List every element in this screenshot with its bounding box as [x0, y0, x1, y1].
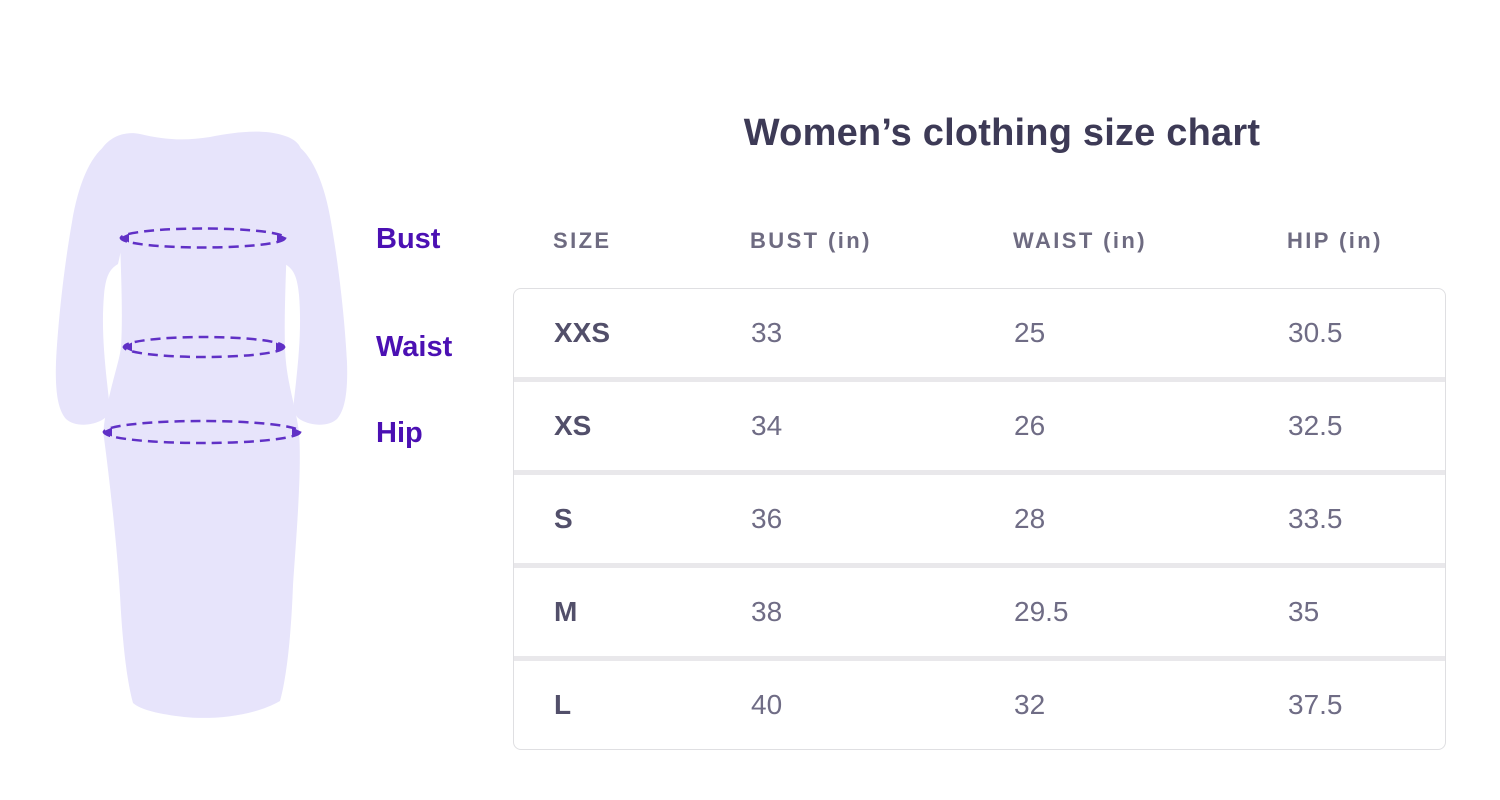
table-row-xxs: XXS 33 25 30.5: [514, 289, 1445, 377]
size-table-header: SIZE BUST (in) WAIST (in) HIP (in): [513, 219, 1446, 263]
hip-cell: 37.5: [1288, 689, 1343, 720]
bust-cell: 40: [751, 689, 783, 720]
measure-label-bust: Bust: [376, 223, 441, 255]
hip-arrow-right-icon: [292, 427, 302, 437]
table-row-xs: XS 34 26 32.5: [514, 377, 1445, 470]
header-col-bust: BUST (in): [750, 228, 872, 253]
waist-arrow-left-icon: [122, 342, 132, 352]
bust-arrow-left-icon: [119, 233, 129, 243]
size-cell: S: [554, 503, 573, 534]
bust-cell: 36: [751, 503, 783, 534]
table-row-s: S 36 28 33.5: [514, 470, 1445, 563]
page-title: Women’s clothing size chart: [743, 112, 1261, 154]
bust-cell: 38: [751, 596, 783, 627]
waist-cell: 26: [1014, 410, 1046, 441]
table-row-m: M 38 29.5 35: [514, 563, 1445, 656]
hip-cell: 35: [1288, 596, 1320, 627]
dress-right-sleeve: [273, 144, 348, 425]
size-cell: M: [554, 596, 578, 627]
dress-body: [101, 131, 302, 718]
size-cell: XS: [554, 410, 592, 441]
waist-cell: 25: [1014, 317, 1046, 348]
dress-left-sleeve: [55, 144, 130, 425]
measure-label-hip: Hip: [376, 417, 423, 449]
waist-measure-line: [122, 335, 286, 359]
waist-cell: 28: [1014, 503, 1046, 534]
hip-cell: 32.5: [1288, 410, 1343, 441]
waist-arrow-right-icon: [276, 342, 286, 352]
hip-arrow-left-icon: [102, 427, 112, 437]
header-col-hip: HIP (in): [1287, 228, 1383, 253]
bust-cell: 33: [751, 317, 783, 348]
size-cell: L: [554, 689, 572, 720]
measure-label-waist: Waist: [376, 331, 453, 363]
header-col-size: SIZE: [553, 228, 612, 253]
waist-cell: 29.5: [1014, 596, 1069, 627]
hip-cell: 30.5: [1288, 317, 1343, 348]
size-cell: XXS: [554, 317, 611, 348]
hip-measure-line: [102, 419, 302, 445]
dress-illustration: [0, 0, 420, 800]
header-col-waist: WAIST (in): [1013, 228, 1147, 253]
hip-cell: 33.5: [1288, 503, 1343, 534]
bust-arrow-right-icon: [277, 233, 287, 243]
waist-cell: 32: [1014, 689, 1046, 720]
bust-measure-line: [119, 227, 287, 249]
size-table: XXS 33 25 30.5 XS 34 26 32.5 S 36 28 33.…: [513, 288, 1446, 750]
bust-cell: 34: [751, 410, 783, 441]
dress-figure: [55, 131, 348, 718]
table-row-l: L 40 32 37.5: [514, 656, 1445, 749]
